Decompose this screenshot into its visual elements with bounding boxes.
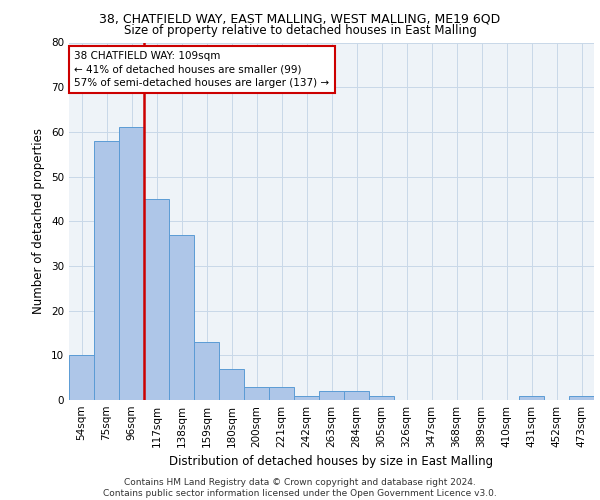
Bar (119, 128, 144, 400)
Bar (344, 391, 369, 400)
Text: Contains HM Land Registry data © Crown copyright and database right 2024.
Contai: Contains HM Land Registry data © Crown c… (103, 478, 497, 498)
Text: Size of property relative to detached houses in East Malling: Size of property relative to detached ho… (124, 24, 476, 37)
Bar (244, 386, 269, 400)
Bar (219, 368, 244, 400)
Text: 38 CHATFIELD WAY: 109sqm
← 41% of detached houses are smaller (99)
57% of semi-d: 38 CHATFIELD WAY: 109sqm ← 41% of detach… (74, 52, 329, 88)
Bar (519, 396, 544, 400)
Text: 38, CHATFIELD WAY, EAST MALLING, WEST MALLING, ME19 6QD: 38, CHATFIELD WAY, EAST MALLING, WEST MA… (100, 12, 500, 26)
Bar (294, 396, 319, 400)
Bar (194, 342, 219, 400)
Bar (69, 356, 94, 400)
Bar (94, 141, 119, 400)
Bar (369, 396, 394, 400)
Bar (319, 391, 344, 400)
Bar (144, 199, 169, 400)
Bar (569, 396, 594, 400)
Bar (269, 386, 294, 400)
Bar (169, 234, 194, 400)
X-axis label: Distribution of detached houses by size in East Malling: Distribution of detached houses by size … (169, 456, 494, 468)
Y-axis label: Number of detached properties: Number of detached properties (32, 128, 46, 314)
